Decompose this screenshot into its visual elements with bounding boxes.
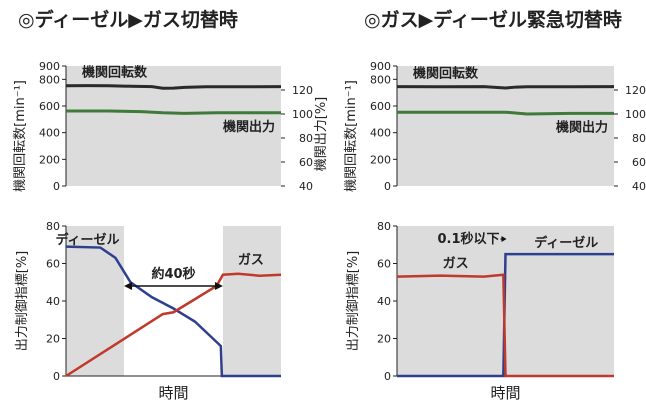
y-tick-label: 20 <box>46 333 60 346</box>
y-tick-label: 40 <box>377 295 391 308</box>
series-label-2: 機関出力 <box>223 119 275 135</box>
left-tick-label: 900 <box>39 60 60 73</box>
left-tick-label: 600 <box>370 100 391 113</box>
y-axis-label: 出力制御指標[%] <box>346 251 361 352</box>
y-tick-label: 0 <box>53 370 60 383</box>
switch-time-annotation: 0.1秒以下 <box>437 231 499 247</box>
left-tick-label: 400 <box>370 127 391 140</box>
shaded-range <box>222 226 281 376</box>
series-line-1 <box>396 85 615 90</box>
right-tick-label: 40 <box>299 180 313 193</box>
series-line-2 <box>397 110 614 116</box>
series-label-1: 機関回転数 <box>82 65 148 81</box>
series-label-1: 機関回転数 <box>413 66 479 82</box>
right-tick-label: 120 <box>625 84 646 97</box>
bottom-chart: 0 20 40 60 80 出力制御指標[%] 時間 ガス ディーゼル 0.1秒以下 <box>346 220 614 402</box>
series-line-2 <box>396 273 614 378</box>
shaded-range <box>66 226 125 376</box>
duration-arrow-head-left <box>124 282 133 290</box>
y-tick-label: 80 <box>46 220 60 233</box>
panel-heading: ◎ガス▶ディーゼル緊急切替時 <box>364 8 622 31</box>
left-tick-label: 400 <box>39 127 60 140</box>
panel-2: ◎ガス▶ディーゼル緊急切替時02004006008009004060801001… <box>344 8 646 402</box>
series-label-2: 機関出力 <box>556 119 608 135</box>
x-axis-label: 時間 <box>158 384 188 402</box>
y-tick-label: 20 <box>377 333 391 346</box>
y-axis-label: 出力制御指標[%] <box>15 251 30 352</box>
right-tick-label: 80 <box>299 132 313 145</box>
y-tick-label: 80 <box>377 220 391 233</box>
right-tick-label: 100 <box>292 108 313 121</box>
panel-heading: ◎ディーゼル▶ガス切替時 <box>18 8 238 31</box>
right-tick-label: 60 <box>632 156 646 169</box>
switch-arrow-head <box>501 236 507 242</box>
left-tick-label: 900 <box>370 60 391 73</box>
right-tick-label: 40 <box>632 180 646 193</box>
left-tick-label: 200 <box>370 153 391 166</box>
series-label-gas: ガス <box>238 253 264 268</box>
left-y-label: 機関回転数[min⁻¹] <box>13 80 28 192</box>
duration-annotation: 約40秒 <box>151 266 195 282</box>
right-tick-label: 60 <box>299 156 313 169</box>
series-label-diesel: ディーゼル <box>534 235 598 251</box>
left-tick-label: 0 <box>384 180 391 193</box>
left-tick-label: 800 <box>370 73 391 86</box>
y-tick-label: 60 <box>46 258 60 271</box>
left-tick-label: 600 <box>39 100 60 113</box>
left-tick-label: 200 <box>39 153 60 166</box>
right-y-label: 機関出力[%] <box>314 97 329 172</box>
series-line-2 <box>66 109 281 115</box>
y-tick-label: 0 <box>384 370 391 383</box>
y-tick-label: 40 <box>46 295 60 308</box>
y-tick-label: 60 <box>377 258 391 271</box>
series-line-1 <box>397 252 614 378</box>
series-label-gas: ガス <box>443 257 469 272</box>
series-line-1 <box>65 245 281 378</box>
right-tick-label: 100 <box>625 108 646 121</box>
series-label-diesel: ディーゼル <box>55 232 119 248</box>
right-tick-label: 80 <box>632 132 646 145</box>
left-tick-label: 0 <box>53 180 60 193</box>
duration-arrow-head-right <box>214 282 223 290</box>
panel-1: ◎ディーゼル▶ガス切替時0200400600800900406080100120… <box>13 8 329 402</box>
left-tick-label: 800 <box>39 73 60 86</box>
right-tick-label: 120 <box>292 84 313 97</box>
left-y-label: 機関回転数[min⁻¹] <box>344 80 359 192</box>
x-axis-label: 時間 <box>490 384 520 402</box>
series-line-1 <box>65 84 282 90</box>
